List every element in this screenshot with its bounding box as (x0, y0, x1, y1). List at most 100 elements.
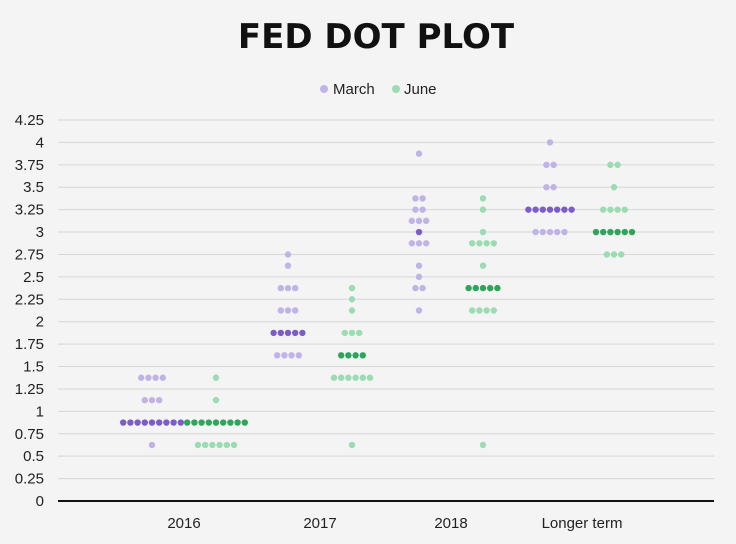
march-dot (141, 419, 148, 426)
y-tick-label: 2 (36, 314, 44, 331)
y-tick-label: 1.75 (15, 336, 44, 353)
june-dot (621, 206, 628, 213)
march-dot (412, 284, 419, 292)
y-tick-label: 4 (36, 134, 44, 151)
june-dot (469, 307, 476, 314)
march-dot (412, 206, 419, 213)
june-dot (479, 284, 487, 292)
march-dot (415, 262, 423, 269)
june-dot (212, 419, 220, 426)
y-tick-label: 2.75 (15, 246, 44, 263)
march-dot (177, 419, 184, 426)
march-dot (539, 206, 546, 213)
june-dot (494, 284, 501, 292)
june-dot (618, 251, 625, 258)
june-dot (212, 374, 220, 381)
march-dot (419, 195, 426, 202)
y-tick-label: 3.5 (23, 179, 44, 196)
march-dot (550, 161, 557, 169)
march-dot (546, 206, 554, 213)
june-dot (348, 296, 356, 303)
june-dot (607, 206, 614, 213)
march-dot (284, 284, 292, 292)
march-dot (423, 217, 430, 225)
june-dot (603, 251, 610, 258)
march-dot (419, 284, 426, 292)
y-tick-label: 2.5 (23, 269, 44, 286)
x-axis-tick-labels: 2016 2017 2018 Longer term (167, 515, 622, 532)
june-dot (479, 441, 487, 449)
march-dot (543, 161, 550, 169)
march-dot (159, 374, 166, 381)
june-dot (476, 307, 483, 314)
march-dot (170, 419, 177, 426)
june-dot (352, 374, 359, 381)
june-dot (469, 240, 476, 247)
march-dot (419, 206, 426, 213)
march-dot (561, 228, 568, 236)
june-dot (607, 161, 614, 169)
june-dot (487, 284, 494, 292)
y-tick-label: 2.25 (15, 291, 44, 308)
march-dot (292, 329, 299, 337)
y-tick-label: 0.25 (15, 471, 44, 488)
june-dot (614, 206, 621, 213)
march-dot (284, 307, 292, 314)
march-dot (568, 206, 575, 213)
march-dot (284, 251, 292, 258)
march-dot (408, 240, 415, 247)
march-dot (156, 419, 163, 426)
y-tick-label: 3 (36, 224, 44, 241)
march-dot (281, 352, 288, 359)
y-tick-label: 1.25 (15, 381, 44, 398)
y-tick-label: 3.25 (15, 202, 44, 219)
march-dot (277, 307, 284, 314)
june-dot (479, 262, 487, 269)
march-dot (148, 396, 156, 404)
june-dot (366, 374, 374, 381)
march-dot (288, 352, 295, 359)
june-dot (345, 352, 352, 359)
y-tick-label: 0.5 (23, 448, 44, 465)
y-tick-label: 0 (36, 493, 44, 510)
march-dot (148, 441, 156, 449)
march-dot (554, 206, 561, 213)
march-dot (270, 329, 277, 337)
june-dot (483, 240, 490, 247)
y-tick-label: 0.75 (15, 426, 44, 443)
march-dot (141, 396, 148, 404)
june-dot (338, 374, 345, 381)
x-tick-label: 2018 (434, 515, 467, 532)
march-dot (550, 184, 557, 191)
march-dot (561, 206, 568, 213)
march-dot (539, 228, 546, 236)
june-dot (338, 352, 345, 359)
march-dot (408, 217, 415, 225)
march-dot (156, 396, 163, 404)
legend-june-label: June (404, 81, 437, 98)
june-dot (592, 228, 600, 236)
march-dot (120, 419, 127, 426)
june-dot (348, 441, 356, 449)
june-dot (600, 206, 607, 213)
legend-june-marker (392, 85, 400, 93)
march-dot (292, 307, 299, 314)
march-dot (127, 419, 134, 426)
march-dot (299, 329, 306, 337)
june-dot (227, 419, 234, 426)
march-dot (145, 374, 152, 381)
june-dot (610, 184, 618, 191)
june-dot (184, 419, 191, 426)
march-dot (274, 352, 281, 359)
march-dot (284, 329, 292, 337)
june-dot (490, 240, 497, 247)
y-tick-label: 1.5 (23, 359, 44, 376)
june-dot (479, 195, 487, 202)
march-dot (284, 262, 292, 269)
march-dot (415, 273, 423, 281)
march-dot (423, 240, 430, 247)
june-dot (345, 374, 352, 381)
june-dot (600, 228, 607, 236)
june-dot (220, 419, 227, 426)
